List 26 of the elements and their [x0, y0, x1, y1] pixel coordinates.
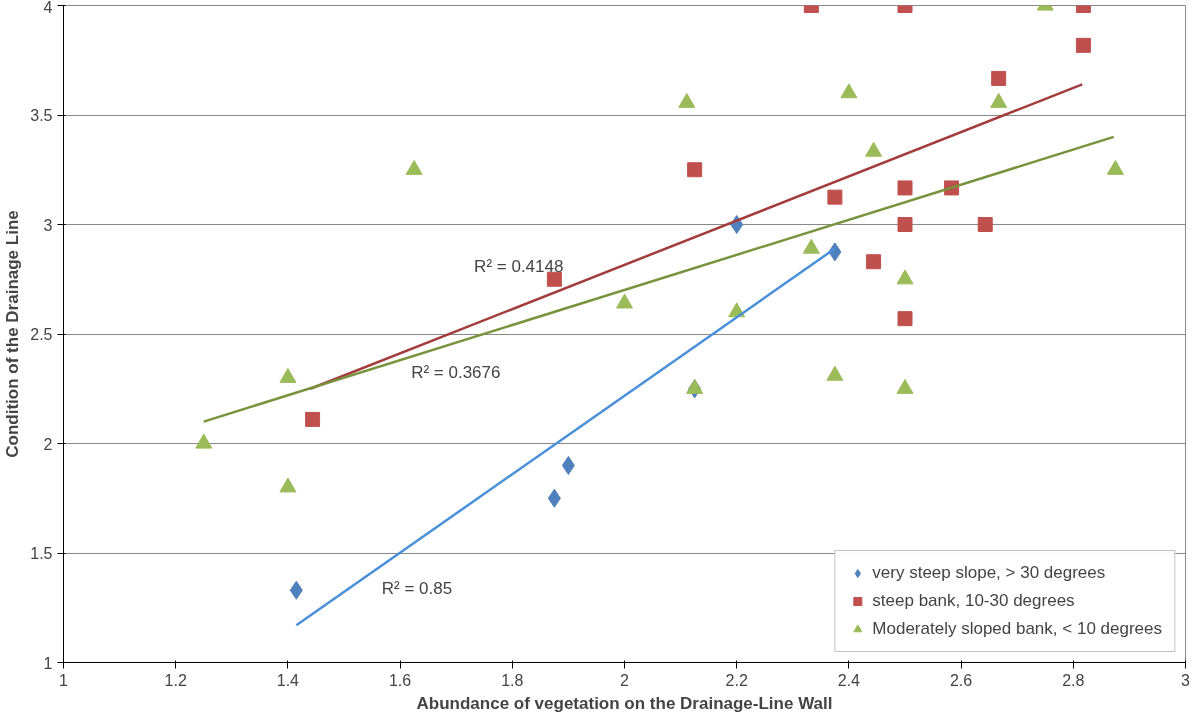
- y-tick-label: 1.5: [30, 545, 53, 562]
- x-tick-label: 2: [620, 671, 630, 689]
- y-tick-label: 3: [43, 216, 53, 234]
- annotation: R² = 0.85: [381, 579, 453, 599]
- y-tick-label: 2.5: [30, 326, 53, 343]
- x-tick-label: 1.8: [501, 671, 524, 689]
- x-axis-title: Abundance of vegetation on the Drainage-Line Wall: [416, 693, 833, 713]
- annotation: R² = 0.3676: [411, 363, 501, 383]
- y-tick-label: 4: [43, 0, 53, 16]
- annotation: R² = 0.4148: [474, 257, 564, 277]
- x-tick-label: 1.2: [164, 671, 187, 689]
- legend-label: Moderately sloped bank, < 10 degrees: [872, 619, 1162, 639]
- y-axis-title: Condition of the Drainage Line: [3, 210, 23, 458]
- x-tick-label: 1: [59, 671, 69, 689]
- y-tick-label: 1: [43, 654, 53, 672]
- x-tick-label: 2.6: [949, 671, 973, 689]
- y-tick-label: 3.5: [30, 107, 53, 124]
- legend-label: steep bank, 10-30 degrees: [872, 591, 1075, 611]
- x-tick-label: 1.4: [276, 671, 300, 689]
- x-tick-label: 2.2: [725, 671, 748, 689]
- y-tick-label: 2: [43, 435, 53, 453]
- x-tick-label: 1.6: [388, 671, 412, 689]
- x-tick-label: 2.8: [1062, 671, 1085, 689]
- x-tick-label: 2.4: [837, 671, 861, 689]
- x-tick-label: 3: [1181, 671, 1191, 689]
- legend-label: very steep slope, > 30 degrees: [872, 563, 1106, 583]
